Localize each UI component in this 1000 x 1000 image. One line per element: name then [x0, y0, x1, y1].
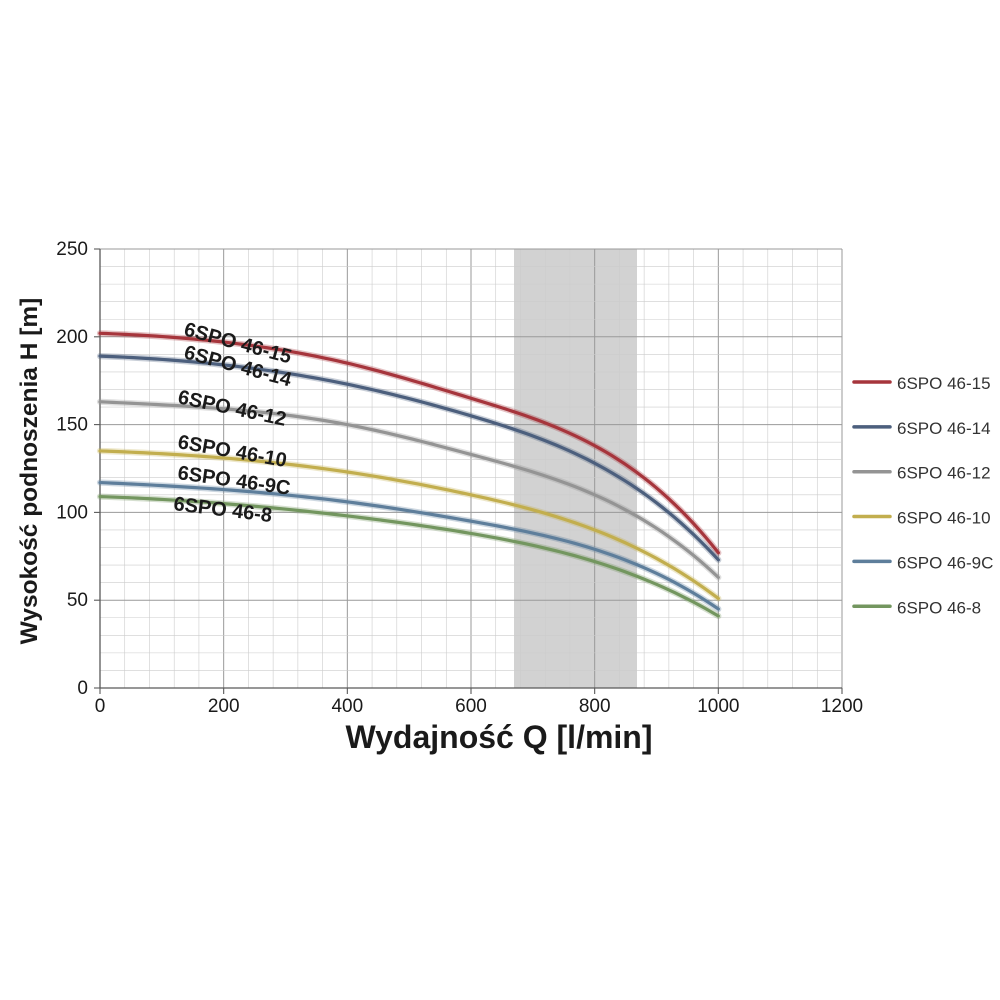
svg-text:250: 250 [56, 239, 88, 260]
svg-text:6SPO 46-15: 6SPO 46-15 [897, 374, 991, 393]
svg-text:200: 200 [208, 696, 240, 717]
svg-text:0: 0 [77, 678, 88, 699]
svg-text:600: 600 [455, 696, 487, 717]
svg-text:800: 800 [579, 696, 611, 717]
svg-text:6SPO 46-10: 6SPO 46-10 [897, 509, 991, 528]
svg-text:Wysokość podnoszenia H [m]: Wysokość podnoszenia H [m] [16, 298, 43, 645]
svg-text:100: 100 [56, 502, 88, 523]
svg-text:6SPO 46-9C: 6SPO 46-9C [897, 553, 993, 572]
svg-text:1200: 1200 [821, 696, 863, 717]
svg-text:0: 0 [95, 696, 106, 717]
svg-text:400: 400 [331, 696, 363, 717]
svg-text:50: 50 [67, 590, 88, 611]
svg-text:1000: 1000 [697, 696, 739, 717]
svg-text:6SPO 46-14: 6SPO 46-14 [897, 419, 991, 438]
svg-text:200: 200 [56, 327, 88, 348]
svg-text:150: 150 [56, 415, 88, 436]
svg-text:Wydajność Q [l/min]: Wydajność Q [l/min] [346, 719, 653, 755]
svg-text:6SPO 46-12: 6SPO 46-12 [897, 464, 991, 483]
svg-text:6SPO 46-8: 6SPO 46-8 [897, 598, 981, 617]
svg-text:6SPO 46-8: 6SPO 46-8 [172, 493, 273, 527]
